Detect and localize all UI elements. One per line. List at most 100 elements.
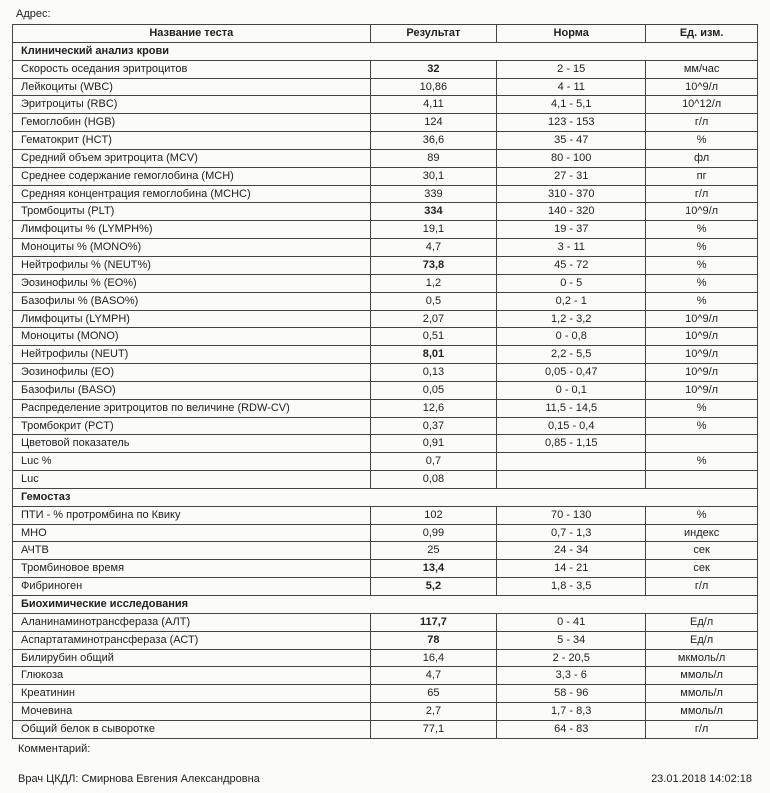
test-result: 12,6 <box>370 399 497 417</box>
test-result: 13,4 <box>370 560 497 578</box>
test-name: Моноциты % (MONO%) <box>13 239 371 257</box>
test-name: Лимфоциты % (LYMPH%) <box>13 221 371 239</box>
test-name: Нейтрофилы % (NEUT%) <box>13 256 371 274</box>
table-row: Глюкоза4,73,3 - 6ммоль/л <box>13 667 758 685</box>
test-norm: 0,15 - 0,4 <box>497 417 646 435</box>
test-unit: сек <box>646 542 758 560</box>
table-row: МНО0,990,7 - 1,3индекс <box>13 524 758 542</box>
table-row: Гематокрит (HCT)36,635 - 47% <box>13 132 758 150</box>
section-row: Биохимические исследования <box>13 596 758 614</box>
test-result: 4,11 <box>370 96 497 114</box>
test-result: 0,51 <box>370 328 497 346</box>
test-name: Нейтрофилы (NEUT) <box>13 346 371 364</box>
test-unit: г/л <box>646 114 758 132</box>
test-result: 334 <box>370 203 497 221</box>
test-name: Скорость оседания эритроцитов <box>13 60 371 78</box>
test-unit: % <box>646 239 758 257</box>
test-result: 16,4 <box>370 649 497 667</box>
table-row: Аспартатаминотрансфераза (АСТ)785 - 34Ед… <box>13 631 758 649</box>
test-unit: 10^9/л <box>646 310 758 328</box>
test-norm: 3 - 11 <box>497 239 646 257</box>
table-row: Аланинаминотрансфераза (АЛТ)117,70 - 41Е… <box>13 613 758 631</box>
test-norm: 45 - 72 <box>497 256 646 274</box>
test-unit: % <box>646 132 758 150</box>
test-name: Глюкоза <box>13 667 371 685</box>
test-unit: мм/час <box>646 60 758 78</box>
section-title: Гемостаз <box>13 488 758 506</box>
test-unit: % <box>646 292 758 310</box>
test-unit: индекс <box>646 524 758 542</box>
test-unit: г/л <box>646 185 758 203</box>
test-result: 8,01 <box>370 346 497 364</box>
table-row: Нейтрофилы % (NEUT%)73,845 - 72% <box>13 256 758 274</box>
test-norm: 1,2 - 3,2 <box>497 310 646 328</box>
test-unit: % <box>646 221 758 239</box>
table-row: Цветовой показатель0,910,85 - 1,15 <box>13 435 758 453</box>
test-norm: 24 - 34 <box>497 542 646 560</box>
table-row: Нейтрофилы (NEUT)8,012,2 - 5,510^9/л <box>13 346 758 364</box>
test-unit: 10^12/л <box>646 96 758 114</box>
test-unit: 10^9/л <box>646 364 758 382</box>
test-name: Общий белок в сыворотке <box>13 720 371 738</box>
test-unit: г/л <box>646 720 758 738</box>
test-norm: 0,05 - 0,47 <box>497 364 646 382</box>
table-row: Тромбокрит (PCT)0,370,15 - 0,4% <box>13 417 758 435</box>
test-unit: % <box>646 399 758 417</box>
table-row: Лейкоциты (WBC)10,864 - 1110^9/л <box>13 78 758 96</box>
test-norm: 4,1 - 5,1 <box>497 96 646 114</box>
test-result: 124 <box>370 114 497 132</box>
test-result: 102 <box>370 506 497 524</box>
table-row: Моноциты % (MONO%)4,73 - 11% <box>13 239 758 257</box>
test-result: 0,08 <box>370 471 497 489</box>
test-result: 1,2 <box>370 274 497 292</box>
test-result: 32 <box>370 60 497 78</box>
test-name: Цветовой показатель <box>13 435 371 453</box>
test-unit: 10^9/л <box>646 328 758 346</box>
test-norm: 5 - 34 <box>497 631 646 649</box>
test-norm: 123 - 153 <box>497 114 646 132</box>
table-row: Эозинофилы (EO)0,130,05 - 0,4710^9/л <box>13 364 758 382</box>
test-norm: 140 - 320 <box>497 203 646 221</box>
test-result: 0,91 <box>370 435 497 453</box>
test-norm: 0 - 41 <box>497 613 646 631</box>
test-result: 4,7 <box>370 667 497 685</box>
test-name: Билирубин общий <box>13 649 371 667</box>
test-name: Креатинин <box>13 685 371 703</box>
test-unit: сек <box>646 560 758 578</box>
test-unit: ммоль/л <box>646 703 758 721</box>
doctor-label: Врач ЦКДЛ: Смирнова Евгения Александровн… <box>18 773 260 785</box>
test-name: Лимфоциты (LYMPH) <box>13 310 371 328</box>
test-norm: 3,3 - 6 <box>497 667 646 685</box>
table-row: Билирубин общий16,42 - 20,5мкмоль/л <box>13 649 758 667</box>
table-row: Luc0,08 <box>13 471 758 489</box>
address-label: Адрес: <box>12 8 758 20</box>
test-unit: мкмоль/л <box>646 649 758 667</box>
test-name: Мочевина <box>13 703 371 721</box>
test-name: Luc <box>13 471 371 489</box>
comment-label: Комментарий: <box>12 743 758 755</box>
test-unit: 10^9/л <box>646 78 758 96</box>
test-result: 36,6 <box>370 132 497 150</box>
test-name: ПТИ - % протромбина по Квику <box>13 506 371 524</box>
test-norm: 11,5 - 14,5 <box>497 399 646 417</box>
test-name: Luc % <box>13 453 371 471</box>
test-name: Эозинофилы % (EO%) <box>13 274 371 292</box>
section-title: Биохимические исследования <box>13 596 758 614</box>
test-norm: 1,7 - 8,3 <box>497 703 646 721</box>
test-unit: % <box>646 453 758 471</box>
test-name: Тромбоциты (PLT) <box>13 203 371 221</box>
table-row: Эритроциты (RBC)4,114,1 - 5,110^12/л <box>13 96 758 114</box>
test-name: Гематокрит (HCT) <box>13 132 371 150</box>
test-unit: г/л <box>646 578 758 596</box>
test-unit: ммоль/л <box>646 667 758 685</box>
table-row: Моноциты (MONO)0,510 - 0,810^9/л <box>13 328 758 346</box>
test-name: МНО <box>13 524 371 542</box>
test-unit: % <box>646 506 758 524</box>
header-result: Результат <box>370 25 497 43</box>
header-norm: Норма <box>497 25 646 43</box>
test-result: 0,7 <box>370 453 497 471</box>
table-row: Лимфоциты % (LYMPH%)19,119 - 37% <box>13 221 758 239</box>
test-norm <box>497 453 646 471</box>
table-header-row: Название теста Результат Норма Ед. изм. <box>13 25 758 43</box>
test-norm: 2,2 - 5,5 <box>497 346 646 364</box>
